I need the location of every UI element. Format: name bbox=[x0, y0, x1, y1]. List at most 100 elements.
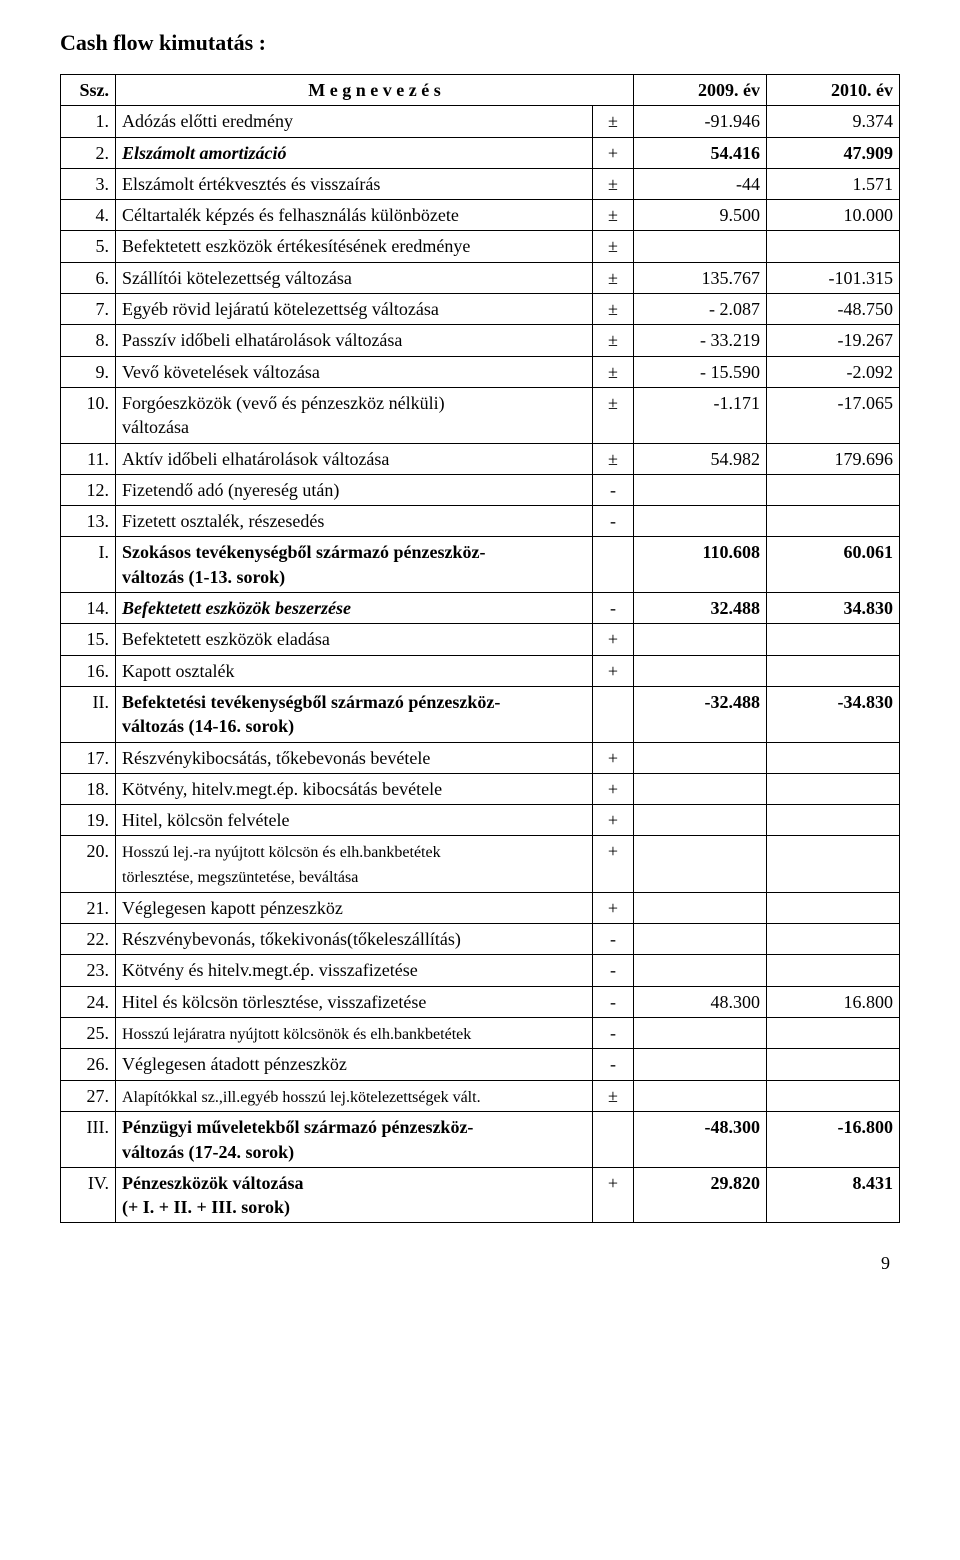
row-y2 bbox=[767, 892, 900, 923]
row-sign: ± bbox=[593, 168, 634, 199]
row-sign: ± bbox=[593, 443, 634, 474]
table-row: 3.Elszámolt értékvesztés és visszaírás±-… bbox=[61, 168, 900, 199]
row-number: 7. bbox=[61, 294, 116, 325]
row-y2 bbox=[767, 805, 900, 836]
row-desc: Forgóeszközök (vevő és pénzeszköz nélkül… bbox=[116, 387, 593, 443]
row-number: 5. bbox=[61, 231, 116, 262]
row-y2: 8.431 bbox=[767, 1167, 900, 1223]
row-number: 9. bbox=[61, 356, 116, 387]
row-desc: Befektetett eszközök értékesítésének ere… bbox=[116, 231, 593, 262]
row-y1: 9.500 bbox=[634, 200, 767, 231]
row-sign: + bbox=[593, 1167, 634, 1223]
table-row: 5.Befektetett eszközök értékesítésének e… bbox=[61, 231, 900, 262]
row-desc: Befektetett eszközök eladása bbox=[116, 624, 593, 655]
row-y2 bbox=[767, 624, 900, 655]
row-desc: Hitel és kölcsön törlesztése, visszafize… bbox=[116, 986, 593, 1017]
row-y1: 54.982 bbox=[634, 443, 767, 474]
row-number: 19. bbox=[61, 805, 116, 836]
row-number: 8. bbox=[61, 325, 116, 356]
table-row: 8.Passzív időbeli elhatárolások változás… bbox=[61, 325, 900, 356]
row-y1 bbox=[634, 506, 767, 537]
table-row: 6.Szállítói kötelezettség változása±135.… bbox=[61, 262, 900, 293]
row-sign: + bbox=[593, 742, 634, 773]
row-y1: 54.416 bbox=[634, 137, 767, 168]
row-y2: -34.830 bbox=[767, 686, 900, 742]
row-y1: 110.608 bbox=[634, 537, 767, 593]
row-sign: - bbox=[593, 923, 634, 954]
row-desc: Hosszú lej.-ra nyújtott kölcsön és elh.b… bbox=[116, 836, 593, 892]
row-desc: Részvénykibocsátás, tőkebevonás bevétele bbox=[116, 742, 593, 773]
row-number: 26. bbox=[61, 1049, 116, 1080]
row-number: 13. bbox=[61, 506, 116, 537]
table-row: III.Pénzügyi műveletekből származó pénze… bbox=[61, 1112, 900, 1168]
row-sign: - bbox=[593, 593, 634, 624]
table-row: 13.Fizetett osztalék, részesedés- bbox=[61, 506, 900, 537]
table-row: 22.Részvénybevonás, tőkekivonás(tőkelesz… bbox=[61, 923, 900, 954]
row-y1 bbox=[634, 655, 767, 686]
row-y2 bbox=[767, 955, 900, 986]
row-y1 bbox=[634, 923, 767, 954]
row-sign bbox=[593, 686, 634, 742]
table-row: 17.Részvénykibocsátás, tőkebevonás bevét… bbox=[61, 742, 900, 773]
row-sign: + bbox=[593, 773, 634, 804]
row-desc: Hosszú lejáratra nyújtott kölcsönök és e… bbox=[116, 1017, 593, 1049]
row-number: 14. bbox=[61, 593, 116, 624]
row-sign: + bbox=[593, 892, 634, 923]
row-sign: - bbox=[593, 955, 634, 986]
th-y2: 2010. év bbox=[767, 75, 900, 106]
row-desc: Véglegesen kapott pénzeszköz bbox=[116, 892, 593, 923]
row-sign: - bbox=[593, 1017, 634, 1049]
th-desc: M e g n e v e z é s bbox=[116, 75, 634, 106]
row-number: 12. bbox=[61, 474, 116, 505]
row-desc: Fizetendő adó (nyereség után) bbox=[116, 474, 593, 505]
table-row: 4.Céltartalék képzés és felhasználás kül… bbox=[61, 200, 900, 231]
row-y2 bbox=[767, 231, 900, 262]
row-y1 bbox=[634, 773, 767, 804]
row-sign: - bbox=[593, 986, 634, 1017]
row-number: III. bbox=[61, 1112, 116, 1168]
page-title: Cash flow kimutatás : bbox=[60, 30, 900, 56]
row-number: 20. bbox=[61, 836, 116, 892]
row-y1: -32.488 bbox=[634, 686, 767, 742]
row-sign: ± bbox=[593, 106, 634, 137]
row-number: 3. bbox=[61, 168, 116, 199]
row-desc: Pénzeszközök változása(+ I. + II. + III.… bbox=[116, 1167, 593, 1223]
row-y1 bbox=[634, 474, 767, 505]
row-number: 27. bbox=[61, 1080, 116, 1112]
row-sign: + bbox=[593, 836, 634, 892]
row-desc: Kötvény, hitelv.megt.ép. kibocsátás bevé… bbox=[116, 773, 593, 804]
row-desc: Kötvény és hitelv.megt.ép. visszafizetés… bbox=[116, 955, 593, 986]
row-y1: 29.820 bbox=[634, 1167, 767, 1223]
row-number: 6. bbox=[61, 262, 116, 293]
row-y1: - 15.590 bbox=[634, 356, 767, 387]
row-sign: ± bbox=[593, 231, 634, 262]
row-y1 bbox=[634, 836, 767, 892]
row-y1 bbox=[634, 892, 767, 923]
row-y2: 179.696 bbox=[767, 443, 900, 474]
row-desc: Kapott osztalék bbox=[116, 655, 593, 686]
row-number: 18. bbox=[61, 773, 116, 804]
row-y2: 10.000 bbox=[767, 200, 900, 231]
row-desc: Szállítói kötelezettség változása bbox=[116, 262, 593, 293]
row-y1: 48.300 bbox=[634, 986, 767, 1017]
row-number: I. bbox=[61, 537, 116, 593]
row-sign: - bbox=[593, 506, 634, 537]
row-y1 bbox=[634, 1017, 767, 1049]
row-y2: -17.065 bbox=[767, 387, 900, 443]
row-y2: -101.315 bbox=[767, 262, 900, 293]
row-y1: -1.171 bbox=[634, 387, 767, 443]
row-number: 15. bbox=[61, 624, 116, 655]
row-sign: + bbox=[593, 137, 634, 168]
row-desc: Adózás előtti eredmény bbox=[116, 106, 593, 137]
row-y2 bbox=[767, 1017, 900, 1049]
row-desc: Pénzügyi műveletekből származó pénzeszkö… bbox=[116, 1112, 593, 1168]
table-row: 10.Forgóeszközök (vevő és pénzeszköz nél… bbox=[61, 387, 900, 443]
row-y2 bbox=[767, 1049, 900, 1080]
row-desc: Véglegesen átadott pénzeszköz bbox=[116, 1049, 593, 1080]
table-row: 25.Hosszú lejáratra nyújtott kölcsönök é… bbox=[61, 1017, 900, 1049]
th-y1: 2009. év bbox=[634, 75, 767, 106]
row-sign: + bbox=[593, 655, 634, 686]
row-y2 bbox=[767, 773, 900, 804]
row-number: II. bbox=[61, 686, 116, 742]
row-number: 1. bbox=[61, 106, 116, 137]
